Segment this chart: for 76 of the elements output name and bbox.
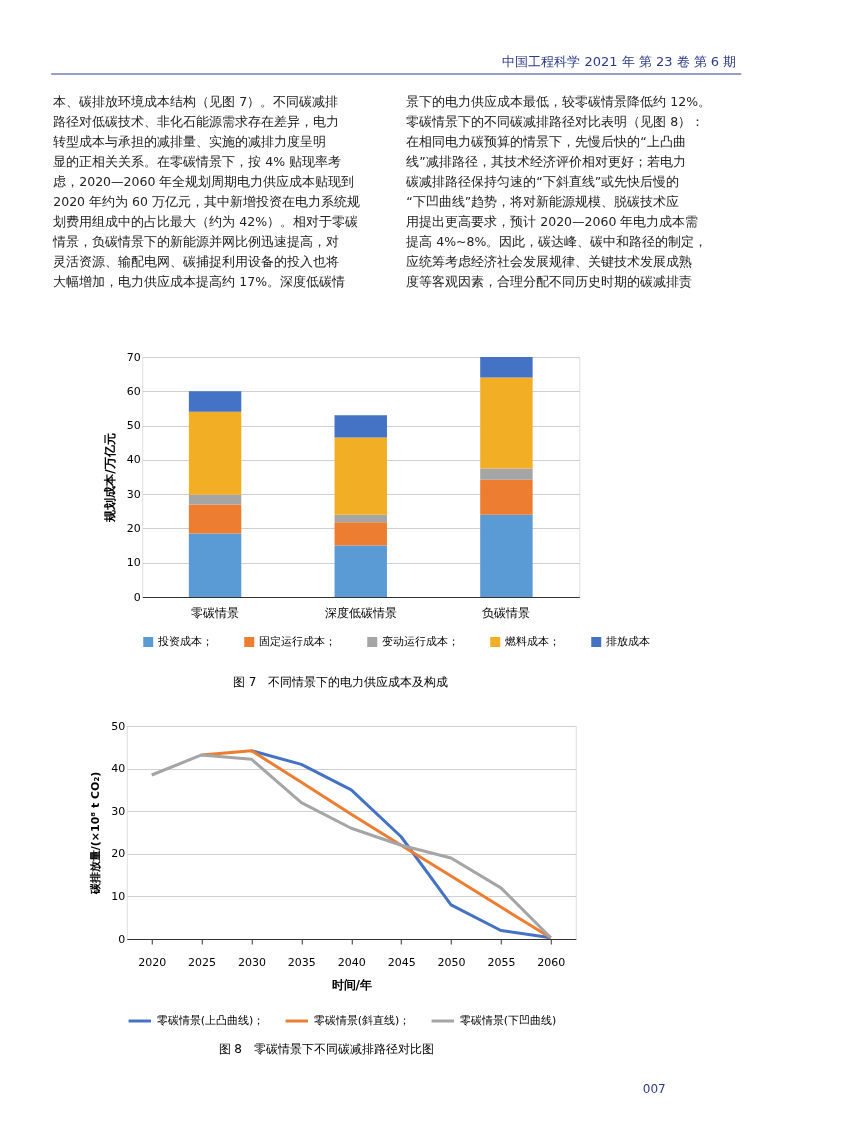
text: 划费用组成中的占比最大（约为 42%）。相对于零碳 — [53, 214, 359, 229]
legend-label: 零碳情景(斜直线)； — [313, 1014, 411, 1027]
y-tick-label: 50 — [126, 419, 141, 433]
bar — [334, 514, 387, 523]
y-tick-label: 10 — [111, 889, 126, 903]
bar — [188, 533, 242, 597]
text: 情景，负碳情景下的新能源并网比例迅速提高，对 — [52, 234, 340, 249]
text: 景下的电力供应成本最低，较零碳情景降低约 12%。 — [406, 94, 712, 109]
x-tick-label: 2025 — [188, 955, 217, 969]
y-tick-label: 0 — [133, 590, 141, 604]
y-tick-label: 60 — [126, 384, 141, 398]
text: 零碳情景下的不同碳减排路径对比表明（见图 8）： — [406, 114, 705, 129]
text: “下凹曲线”趋势，将对新能源规模、脱碳技术应 — [406, 194, 680, 209]
text: 007 — [642, 1082, 666, 1096]
y-axis-title: 规划成本/万亿元 — [102, 433, 117, 523]
text: 转型成本与承担的减排量、实施的减排力度呈明 — [53, 134, 327, 149]
y-tick-label: 30 — [111, 804, 126, 818]
bar — [480, 377, 533, 469]
legend-label: 投资成本； — [157, 635, 214, 648]
y-tick-label: 20 — [126, 521, 141, 535]
text: 用提出更高要求，预计 2020—2060 年电力成本需 — [406, 214, 699, 229]
bar — [480, 357, 533, 378]
x-tick-label: 2035 — [287, 955, 316, 969]
x-tick-label: 2045 — [387, 955, 416, 969]
text: 度等客观因素，合理分配不同历史时期的碳减排责 — [406, 274, 693, 289]
x-tick-label: 2020 — [138, 955, 167, 969]
text: 碳减排路径保持匀速的“下斜直线”或先快后慢的 — [405, 174, 680, 189]
bar — [334, 545, 387, 597]
legend-label: 固定运行成本； — [259, 635, 337, 648]
bar — [188, 504, 242, 534]
legend-label: 零碳情景(上凸曲线)； — [156, 1014, 265, 1027]
bar — [334, 522, 387, 546]
x-tick-label: 零碳情景 — [191, 605, 240, 620]
caption: 图 8 零碳情景下不同碳减排路径对比图 — [218, 1042, 434, 1056]
text: 本、碳排放环境成本结构（见图 7）。不同碳减排 — [53, 94, 339, 109]
text: 2020 年约为 60 万亿元，其中新增投资在电力系统规 — [53, 194, 360, 209]
bar — [480, 479, 533, 515]
bar — [480, 514, 533, 597]
caption: 图 7 不同情景下的电力供应成本及构成 — [233, 675, 449, 689]
bar — [334, 415, 387, 438]
x-tick-label: 2040 — [337, 955, 366, 969]
x-tick-label: 深度低碳情景 — [324, 605, 397, 620]
bar — [188, 411, 242, 495]
y-tick-label: 10 — [126, 556, 141, 570]
x-tick-label: 2050 — [437, 955, 466, 969]
text: 路径对低碳技术、非化石能源需求存在差异，电力 — [53, 114, 340, 129]
text: 应统筹考虑经济社会发展规律、关键技术发展成熟 — [406, 254, 693, 269]
y-tick-label: 40 — [126, 453, 141, 467]
y-tick-label: 0 — [118, 932, 126, 946]
text: 线”减排路径，其技术经济评价相对更好；若电力 — [406, 154, 686, 169]
legend-label: 变动运行成本； — [382, 635, 460, 648]
bar — [334, 437, 387, 515]
legend-label: 零碳情景(下凹曲线) — [459, 1014, 557, 1027]
text: 在相同电力碳预算的情景下，先慢后快的“上凸曲 — [406, 134, 686, 149]
text: 灵活资源、输配电网、碳捕捉利用设备的投入也将 — [53, 254, 340, 269]
y-tick-label: 20 — [111, 847, 126, 861]
text: 中国工程科学 2021 年 第 23 卷 第 6 期 — [502, 54, 737, 69]
y-tick-label: 70 — [126, 350, 141, 364]
text: 显的正相关关系。在零碳情景下，按 4% 贴现率考 — [53, 154, 342, 169]
text: 大幅增加，电力供应成本提高约 17%。深度低碳情 — [53, 274, 346, 289]
text: 提高 4%~8%。因此，碳达峰、碳中和路径的制定， — [406, 234, 708, 249]
x-tick-label: 2030 — [237, 955, 266, 969]
bar — [480, 468, 533, 480]
x-tick-label: 负碳情景 — [482, 605, 531, 620]
text: 虑，2020—2060 年全规划周期电力供应成本贴现到 — [53, 174, 355, 189]
x-tick-label: 2060 — [537, 955, 566, 969]
legend-label: 燃料成本； — [505, 635, 561, 648]
x-axis-title: 时间/年 — [331, 977, 372, 992]
legend-label: 排放成本 — [606, 635, 651, 648]
y-tick-label: 50 — [111, 719, 126, 733]
y-tick-label: 30 — [126, 487, 141, 501]
x-tick-label: 2055 — [487, 955, 516, 969]
y-axis-title: 碳排放量/(×10⁸ t CO₂) — [89, 771, 103, 896]
bar — [188, 494, 242, 505]
bar — [188, 391, 242, 412]
y-tick-label: 40 — [111, 762, 126, 776]
